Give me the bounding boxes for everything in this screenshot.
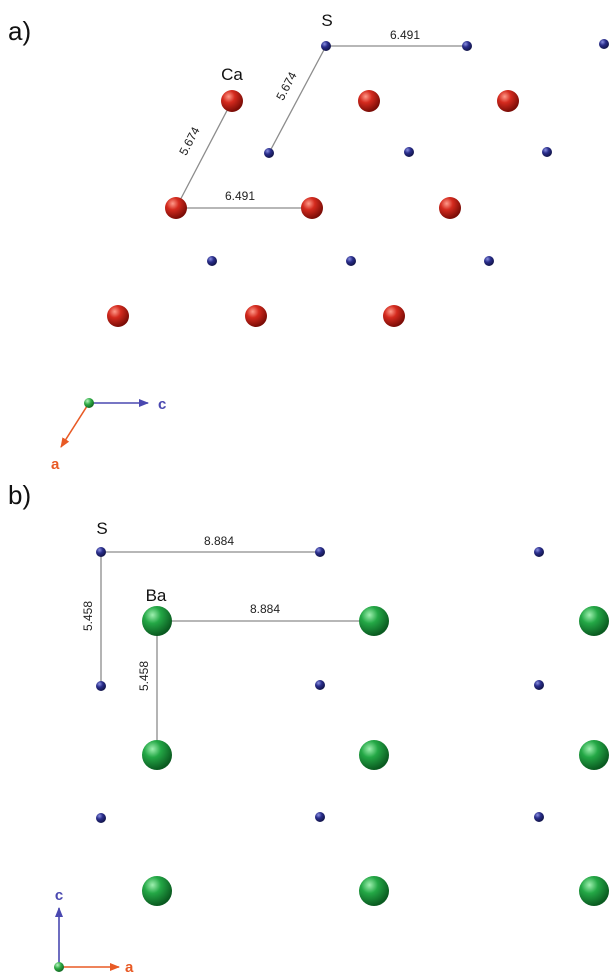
ca-atom	[107, 305, 129, 327]
ba-atom	[142, 606, 172, 636]
s-atom	[462, 41, 472, 51]
ca-atom	[301, 197, 323, 219]
a-axis-label: a	[125, 959, 134, 974]
ba-atom	[579, 606, 609, 636]
s-atom	[599, 39, 609, 49]
panel-b-label: b)	[8, 480, 31, 510]
s-atom	[96, 681, 106, 691]
ba-atom	[579, 876, 609, 906]
s-atom	[321, 41, 331, 51]
s-atom	[534, 547, 544, 557]
axis-origin	[84, 398, 94, 408]
distance-label: 6.491	[390, 28, 420, 42]
a-axis-label: a	[51, 456, 60, 473]
panel-a-label: a)	[8, 16, 31, 46]
s-atom	[534, 680, 544, 690]
distance-label: 5.674	[176, 124, 203, 157]
ca-atom	[497, 90, 519, 112]
s-atom	[96, 813, 106, 823]
panel-a: a) 6.491 5.674 5.674 6.491 S Ca	[8, 11, 609, 473]
atom-label-s: S	[96, 519, 107, 538]
atom-label-s: S	[321, 11, 332, 30]
s-atom	[315, 547, 325, 557]
ba-atom	[359, 606, 389, 636]
s-atom	[534, 812, 544, 822]
ba-atom	[142, 876, 172, 906]
panel-a-axes: c a	[51, 396, 166, 473]
s-atom	[264, 148, 274, 158]
panel-b: b) 8.884 5.458 8.884 5.458 S Ba	[8, 480, 609, 974]
ca-atom	[383, 305, 405, 327]
ba-atom	[359, 740, 389, 770]
atom-label-ba: Ba	[146, 586, 167, 605]
atom-label-ca: Ca	[221, 65, 243, 84]
ca-atom	[165, 197, 187, 219]
s-atom	[404, 147, 414, 157]
distance-label: 8.884	[250, 602, 280, 616]
ca-atom	[439, 197, 461, 219]
ca-atom	[358, 90, 380, 112]
distance-label: 5.674	[273, 69, 300, 102]
ca-atom	[245, 305, 267, 327]
a-axis-arrow	[60, 402, 90, 448]
distance-label: 8.884	[204, 534, 234, 548]
panel-b-axes: c a	[54, 887, 134, 974]
ba-atom	[359, 876, 389, 906]
s-atom	[207, 256, 217, 266]
s-atom	[96, 547, 106, 557]
ca-atom	[221, 90, 243, 112]
ba-atom	[579, 740, 609, 770]
s-atom	[484, 256, 494, 266]
s-atom	[542, 147, 552, 157]
c-axis-label: c	[55, 887, 63, 904]
s-atom	[315, 680, 325, 690]
s-atom	[346, 256, 356, 266]
distance-label: 6.491	[225, 189, 255, 203]
bond-s-s-diagonal	[268, 45, 327, 154]
distance-label: 5.458	[81, 601, 95, 631]
axis-origin	[54, 962, 64, 972]
bond-ca-ca-diagonal	[175, 100, 233, 209]
s-atom	[315, 812, 325, 822]
distance-label: 5.458	[137, 661, 151, 691]
ba-atom	[142, 740, 172, 770]
c-axis-label: c	[158, 396, 166, 413]
